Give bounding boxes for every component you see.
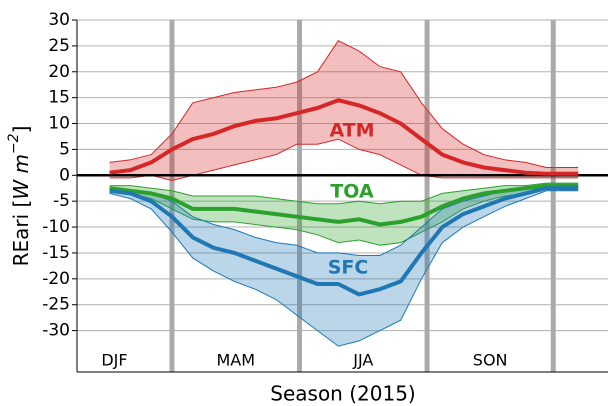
x-axis-label: Season (2015) (270, 382, 415, 406)
y-label-text: REari [ (9, 200, 33, 267)
y-tick-label: -25 (42, 295, 70, 315)
y-label-exponent: −2 (6, 133, 22, 154)
band-upper (109, 182, 579, 205)
band-upper (109, 40, 579, 168)
y-tick-label: -20 (42, 269, 70, 289)
y-tick-label: 0 (59, 165, 70, 185)
mean-line (109, 98, 579, 176)
y-tick-label: -5 (53, 191, 70, 211)
band-lower (109, 190, 579, 347)
season-label: SON (473, 351, 508, 370)
y-tick-label: 25 (48, 36, 70, 56)
band-lower (109, 187, 579, 246)
band-area (109, 40, 579, 181)
y-tick-label: -10 (42, 217, 70, 237)
y-label-text: ] (9, 126, 33, 134)
season-label: MAM (216, 351, 255, 370)
mean-line (109, 186, 579, 297)
series-label: ATM (329, 120, 374, 142)
season-label: JJA (352, 351, 373, 370)
y-tick-label: -30 (42, 321, 70, 341)
season-label: DJF (101, 351, 127, 370)
y-axis-label: REari [W m−2] (6, 126, 33, 267)
series-label: TOA (330, 181, 374, 203)
y-tick-label: 15 (48, 88, 70, 108)
band-area (109, 185, 579, 347)
y-tick-label: 10 (48, 114, 70, 134)
y-tick-label: 30 (48, 10, 70, 30)
mean-line (109, 183, 579, 227)
y-label-unit: W m (9, 154, 33, 200)
y-tick-label: -15 (42, 243, 70, 263)
series-label: SFC (328, 257, 369, 279)
y-tick-label: 5 (59, 139, 70, 159)
y-tick-label: 20 (48, 62, 70, 82)
